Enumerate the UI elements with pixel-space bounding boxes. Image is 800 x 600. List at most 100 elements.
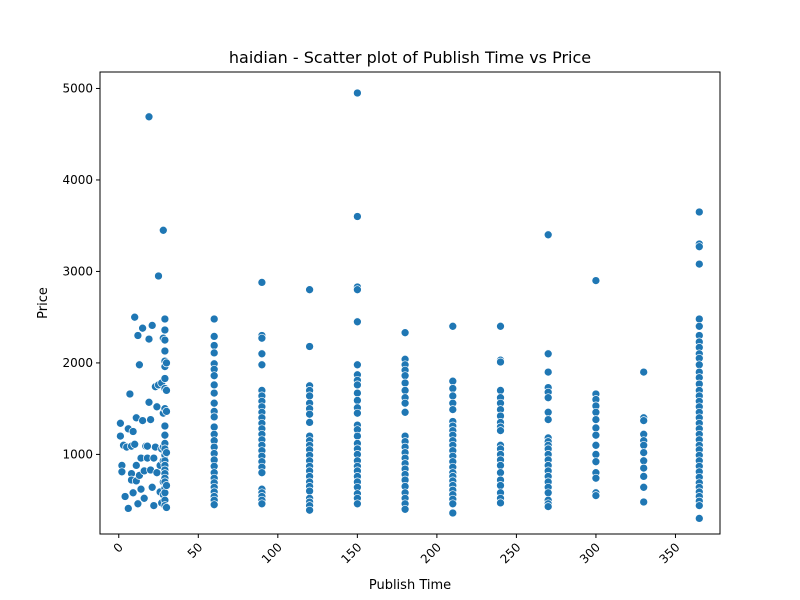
data-point xyxy=(133,499,143,509)
data-point xyxy=(353,408,362,418)
data-point xyxy=(353,285,362,295)
data-point xyxy=(639,416,649,425)
data-point xyxy=(149,453,159,463)
data-point xyxy=(639,367,649,377)
data-point xyxy=(543,407,553,417)
data-point xyxy=(400,328,410,338)
data-point xyxy=(400,407,410,417)
data-point xyxy=(305,486,314,496)
data-point xyxy=(209,332,219,341)
data-point xyxy=(639,497,649,507)
data-point xyxy=(448,508,458,518)
data-point xyxy=(543,488,553,498)
data-point xyxy=(496,357,505,367)
data-point xyxy=(543,367,553,377)
data-point xyxy=(116,431,125,441)
data-point xyxy=(147,482,157,492)
data-point xyxy=(128,427,138,436)
data-point xyxy=(591,430,601,440)
data-point xyxy=(543,230,553,240)
data-point xyxy=(543,415,553,424)
data-point xyxy=(591,440,601,450)
data-point xyxy=(162,407,171,416)
data-point xyxy=(639,463,649,473)
data-point xyxy=(591,423,601,433)
data-point xyxy=(146,415,155,424)
data-point xyxy=(152,402,162,412)
data-point xyxy=(543,349,553,359)
data-point xyxy=(496,498,505,508)
data-point xyxy=(448,405,458,414)
data-point xyxy=(209,500,219,510)
data-point xyxy=(305,342,314,351)
data-point xyxy=(158,225,168,235)
data-point xyxy=(135,360,144,370)
data-point xyxy=(209,348,219,358)
data-point xyxy=(209,341,219,350)
data-point xyxy=(144,112,154,122)
data-point xyxy=(496,468,505,478)
data-point xyxy=(162,358,171,368)
data-point xyxy=(257,499,267,509)
data-point xyxy=(694,501,704,510)
plot-area-frame xyxy=(99,71,721,535)
data-point xyxy=(591,276,601,285)
data-point xyxy=(125,389,135,399)
data-point xyxy=(160,335,170,345)
data-point xyxy=(130,312,140,322)
y-axis: 1000 2000 3000 4000 5000 xyxy=(62,81,100,461)
data-point xyxy=(152,468,162,478)
data-point xyxy=(543,393,553,403)
data-point xyxy=(136,484,146,494)
data-point xyxy=(591,450,601,459)
data-point xyxy=(305,391,314,401)
data-point xyxy=(162,503,171,512)
data-point xyxy=(162,481,171,490)
data-point xyxy=(591,491,601,500)
data-point xyxy=(257,468,267,478)
data-point xyxy=(162,448,171,457)
data-point xyxy=(305,409,314,419)
data-point xyxy=(160,430,170,440)
data-point xyxy=(162,386,171,395)
data-point xyxy=(400,378,410,388)
data-point xyxy=(257,278,267,287)
data-point xyxy=(694,259,704,269)
data-point xyxy=(591,415,601,424)
data-point xyxy=(130,439,140,449)
data-point xyxy=(144,397,154,407)
data-point xyxy=(496,461,505,470)
data-point xyxy=(639,482,649,492)
data-point xyxy=(209,380,219,390)
data-point xyxy=(149,501,159,510)
y-tick-label: 3000 xyxy=(62,264,93,278)
data-point xyxy=(591,407,601,417)
data-point xyxy=(143,441,152,451)
data-point xyxy=(209,422,219,432)
data-point xyxy=(448,384,458,393)
data-point xyxy=(144,334,154,344)
data-point xyxy=(131,461,141,470)
data-point xyxy=(160,374,170,383)
x-axis-label: Publish Time xyxy=(369,578,451,593)
data-point xyxy=(639,440,649,450)
data-point xyxy=(400,398,410,408)
data-point xyxy=(496,481,505,490)
data-point xyxy=(353,88,362,98)
data-point xyxy=(694,207,704,217)
data-point xyxy=(400,371,410,381)
data-point xyxy=(123,504,133,513)
data-point xyxy=(543,502,553,511)
data-point xyxy=(305,285,314,295)
data-point xyxy=(305,418,314,427)
data-point xyxy=(160,421,170,431)
data-point xyxy=(694,314,704,324)
data-point xyxy=(353,388,362,398)
data-point xyxy=(448,376,458,386)
data-point xyxy=(257,333,267,343)
data-point xyxy=(209,412,219,422)
data-point xyxy=(209,388,219,398)
data-point xyxy=(353,499,362,509)
